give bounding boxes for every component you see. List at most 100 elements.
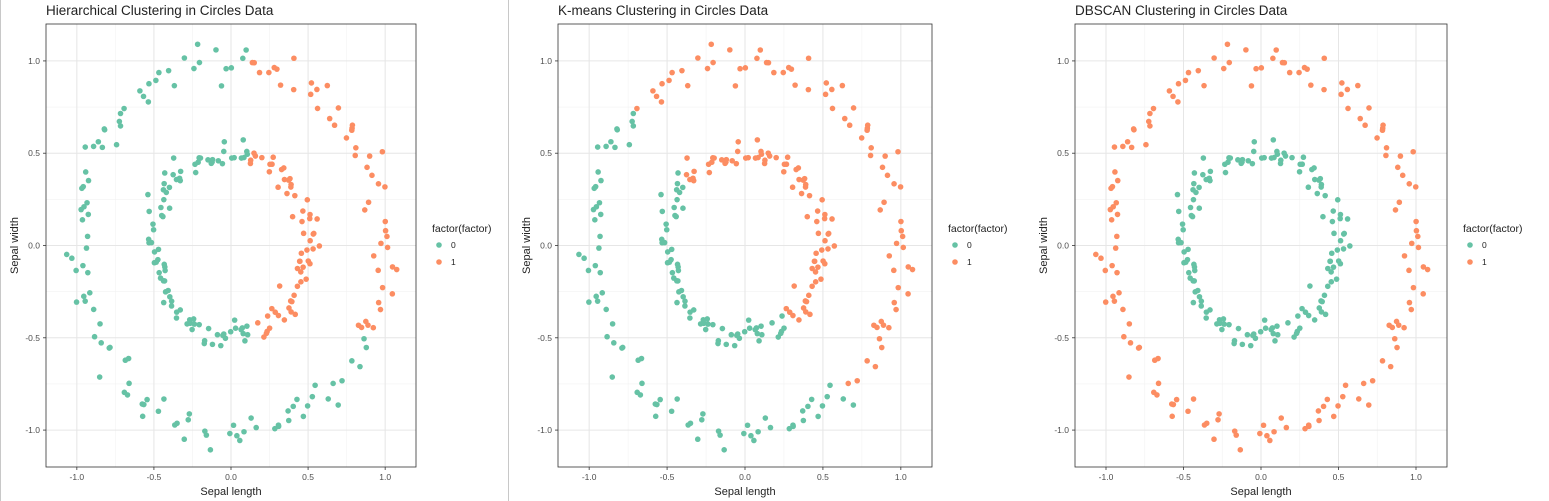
- data-point-cluster-0: [604, 333, 610, 340]
- data-point-cluster-1: [306, 215, 313, 222]
- data-point-cluster-0: [723, 341, 730, 348]
- data-point-cluster-1: [666, 77, 672, 84]
- data-point-cluster-0: [663, 226, 670, 233]
- data-point-cluster-1: [1257, 430, 1263, 437]
- data-point-cluster-1: [1147, 110, 1153, 117]
- data-point-cluster-1: [1394, 164, 1401, 171]
- data-point-cluster-0: [166, 205, 173, 211]
- data-point-cluster-1: [831, 243, 838, 249]
- data-point-cluster-1: [1098, 255, 1104, 262]
- data-point-cluster-1: [1211, 55, 1217, 61]
- data-point-cluster-1: [1281, 59, 1288, 66]
- data-point-cluster-0: [161, 180, 167, 187]
- data-point-cluster-1: [1410, 148, 1416, 155]
- data-point-cluster-1: [266, 325, 273, 331]
- data-point-cluster-0: [755, 428, 761, 435]
- data-point-cluster-0: [1238, 160, 1244, 167]
- data-point-cluster-1: [298, 250, 305, 257]
- data-point-cluster-0: [244, 331, 251, 338]
- data-point-cluster-1: [1226, 59, 1233, 66]
- data-point-cluster-0: [228, 65, 235, 71]
- data-point-cluster-0: [181, 436, 188, 443]
- y-tick-label: 0.0: [540, 241, 552, 251]
- data-point-cluster-1: [1130, 126, 1137, 132]
- data-point-cluster-1: [1113, 199, 1120, 206]
- data-point-cluster-1: [809, 283, 815, 290]
- data-point-cluster-1: [375, 181, 382, 187]
- data-point-cluster-0: [769, 320, 775, 326]
- data-point-cluster-1: [893, 240, 900, 247]
- data-point-cluster-0: [1235, 325, 1242, 332]
- data-point-cluster-1: [813, 250, 819, 257]
- data-point-cluster-0: [221, 139, 228, 145]
- data-point-cluster-1: [1155, 380, 1162, 387]
- data-point-cluster-0: [107, 344, 113, 351]
- data-point-cluster-0: [592, 262, 599, 269]
- data-point-cluster-0: [300, 413, 307, 420]
- x-tick-label: 1.0: [379, 472, 391, 482]
- data-point-cluster-1: [1316, 417, 1322, 424]
- data-point-cluster-0: [215, 157, 222, 164]
- data-point-cluster-0: [228, 155, 235, 161]
- data-point-cluster-1: [300, 208, 306, 214]
- data-point-cluster-0: [1274, 331, 1281, 338]
- data-point-cluster-0: [585, 267, 592, 274]
- data-point-cluster-0: [637, 392, 644, 398]
- data-point-cluster-0: [779, 313, 785, 319]
- data-point-cluster-0: [231, 317, 238, 323]
- data-point-cluster-1: [1408, 240, 1415, 247]
- data-point-cluster-0: [161, 396, 167, 402]
- data-point-cluster-1: [1301, 64, 1308, 71]
- data-point-cluster-0: [751, 437, 757, 444]
- data-point-cluster-1: [1147, 123, 1153, 129]
- data-point-cluster-0: [1328, 269, 1334, 275]
- x-tick-label: -1.0: [582, 472, 597, 482]
- data-point-cluster-1: [684, 82, 691, 89]
- data-point-cluster-1: [331, 122, 338, 129]
- data-point-cluster-1: [1379, 127, 1386, 134]
- data-point-cluster-1: [343, 135, 350, 141]
- data-point-cluster-1: [1339, 393, 1346, 400]
- data-point-cluster-1: [1386, 322, 1392, 329]
- legend-key-1: [952, 259, 958, 265]
- data-point-cluster-1: [884, 172, 891, 179]
- data-point-cluster-0: [1221, 321, 1227, 327]
- data-point-cluster-0: [1307, 283, 1313, 289]
- data-point-cluster-1: [1330, 413, 1337, 420]
- data-point-cluster-1: [259, 154, 265, 161]
- data-point-cluster-0: [1274, 151, 1281, 158]
- data-point-cluster-1: [1093, 251, 1099, 258]
- data-point-cluster-1: [765, 150, 772, 156]
- data-point-cluster-0: [1324, 283, 1331, 290]
- data-point-cluster-1: [814, 208, 821, 214]
- data-point-cluster-1: [1401, 324, 1407, 331]
- data-point-cluster-1: [1397, 153, 1404, 159]
- data-point-cluster-1: [846, 122, 853, 129]
- panel-divider-left: [0, 0, 1, 501]
- data-point-cluster-1: [1120, 306, 1126, 313]
- data-point-cluster-0: [1281, 150, 1287, 156]
- data-point-cluster-1: [634, 105, 640, 112]
- data-point-cluster-1: [679, 67, 685, 74]
- data-point-cluster-0: [756, 338, 762, 344]
- data-point-cluster-1: [795, 165, 802, 171]
- data-point-cluster-1: [1267, 437, 1273, 444]
- data-point-cluster-0: [85, 211, 92, 218]
- data-point-cluster-0: [759, 331, 765, 338]
- data-point-cluster-0: [663, 221, 669, 227]
- data-point-cluster-0: [1334, 247, 1341, 253]
- data-point-cluster-1: [791, 283, 797, 289]
- data-point-cluster-0: [1191, 170, 1198, 176]
- data-point-cluster-1: [812, 269, 819, 275]
- x-tick-label: -1.0: [1099, 472, 1114, 482]
- data-point-cluster-0: [144, 396, 150, 403]
- data-point-cluster-0: [185, 416, 192, 423]
- data-point-cluster-0: [173, 309, 180, 315]
- data-point-cluster-0: [236, 437, 243, 444]
- data-point-cluster-0: [220, 331, 227, 337]
- data-point-cluster-1: [326, 115, 333, 122]
- data-point-cluster-1: [1185, 408, 1191, 415]
- data-point-cluster-0: [325, 396, 332, 402]
- data-point-cluster-0: [1185, 246, 1191, 253]
- data-point-cluster-1: [825, 246, 831, 252]
